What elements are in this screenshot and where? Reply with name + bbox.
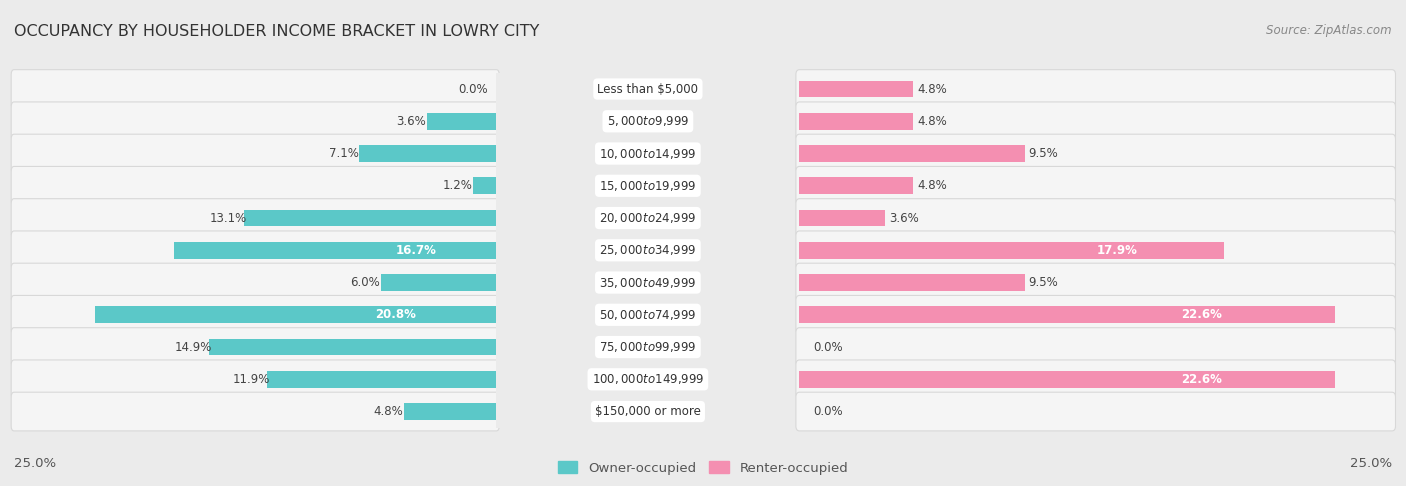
Text: $10,000 to $14,999: $10,000 to $14,999 [599,147,696,160]
FancyBboxPatch shape [796,295,1396,334]
FancyBboxPatch shape [11,69,499,108]
Bar [474,177,496,194]
Bar [267,371,496,388]
Text: OCCUPANCY BY HOUSEHOLDER INCOME BRACKET IN LOWRY CITY: OCCUPANCY BY HOUSEHOLDER INCOME BRACKET … [14,24,540,39]
Text: 20.8%: 20.8% [375,308,416,321]
FancyBboxPatch shape [796,134,1396,173]
Text: 9.5%: 9.5% [1029,276,1059,289]
FancyBboxPatch shape [796,199,1396,237]
Text: 25.0%: 25.0% [1350,457,1392,470]
FancyBboxPatch shape [11,295,499,334]
FancyBboxPatch shape [11,392,499,431]
Legend: Owner-occupied, Renter-occupied: Owner-occupied, Renter-occupied [558,461,848,474]
FancyBboxPatch shape [11,360,499,399]
Text: 0.0%: 0.0% [813,405,842,418]
Text: 9.5%: 9.5% [1029,147,1059,160]
Text: 16.7%: 16.7% [395,244,436,257]
Text: 22.6%: 22.6% [1181,373,1222,386]
Text: Less than $5,000: Less than $5,000 [598,83,699,96]
Bar [800,306,1336,323]
FancyBboxPatch shape [796,102,1396,140]
Bar [800,274,1025,291]
Text: $50,000 to $74,999: $50,000 to $74,999 [599,308,696,322]
Text: 25.0%: 25.0% [14,457,56,470]
Bar [800,242,1223,259]
Text: 0.0%: 0.0% [813,341,842,353]
FancyBboxPatch shape [11,102,499,140]
Bar [404,403,496,420]
Bar [800,177,914,194]
Text: $5,000 to $9,999: $5,000 to $9,999 [606,114,689,128]
Text: 1.2%: 1.2% [443,179,472,192]
FancyBboxPatch shape [11,199,499,237]
Text: 17.9%: 17.9% [1097,244,1137,257]
Text: 3.6%: 3.6% [889,211,918,225]
Bar [800,209,884,226]
Text: 7.1%: 7.1% [329,147,359,160]
Bar [243,209,496,226]
FancyBboxPatch shape [796,392,1396,431]
FancyBboxPatch shape [796,360,1396,399]
Bar [427,113,496,130]
Text: $35,000 to $49,999: $35,000 to $49,999 [599,276,696,290]
Bar [209,339,496,355]
Bar [381,274,496,291]
Bar [96,306,496,323]
Bar [800,145,1025,162]
Text: 0.0%: 0.0% [458,83,488,96]
Text: $20,000 to $24,999: $20,000 to $24,999 [599,211,696,225]
Text: $25,000 to $34,999: $25,000 to $34,999 [599,243,696,257]
Text: $100,000 to $149,999: $100,000 to $149,999 [592,372,704,386]
Text: 4.8%: 4.8% [374,405,404,418]
Text: 6.0%: 6.0% [350,276,380,289]
Text: 4.8%: 4.8% [917,115,948,128]
Text: 13.1%: 13.1% [209,211,247,225]
FancyBboxPatch shape [11,328,499,366]
Text: $150,000 or more: $150,000 or more [595,405,700,418]
Text: 22.6%: 22.6% [1181,308,1222,321]
FancyBboxPatch shape [796,69,1396,108]
FancyBboxPatch shape [11,263,499,302]
Text: 14.9%: 14.9% [174,341,212,353]
Bar [800,113,914,130]
FancyBboxPatch shape [11,231,499,270]
FancyBboxPatch shape [796,231,1396,270]
FancyBboxPatch shape [796,328,1396,366]
Text: $75,000 to $99,999: $75,000 to $99,999 [599,340,696,354]
Bar [800,371,1336,388]
Bar [800,81,914,97]
Text: 3.6%: 3.6% [396,115,426,128]
Text: Source: ZipAtlas.com: Source: ZipAtlas.com [1267,24,1392,37]
FancyBboxPatch shape [11,134,499,173]
FancyBboxPatch shape [11,166,499,205]
Text: $15,000 to $19,999: $15,000 to $19,999 [599,179,696,193]
Text: 4.8%: 4.8% [917,179,948,192]
Text: 11.9%: 11.9% [232,373,270,386]
Bar [360,145,496,162]
Text: 4.8%: 4.8% [917,83,948,96]
Bar [174,242,496,259]
FancyBboxPatch shape [796,166,1396,205]
FancyBboxPatch shape [796,263,1396,302]
